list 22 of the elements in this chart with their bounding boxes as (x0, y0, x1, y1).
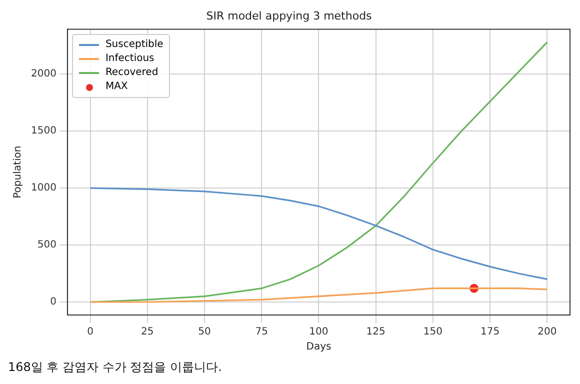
x-tick-label: 50 (198, 326, 211, 338)
legend-label: Susceptible (105, 38, 164, 52)
y-tick-label: 2000 (30, 68, 56, 80)
legend-label: Infectious (105, 52, 154, 66)
x-tick-label: 175 (480, 326, 500, 338)
y-tick-label: 0 (50, 296, 56, 308)
x-tick-label: 0 (87, 326, 94, 338)
y-tick-label: 1000 (30, 182, 56, 194)
x-tick-label: 150 (423, 326, 442, 338)
chart-title: SIR model appying 3 methods (206, 9, 372, 22)
text: 168일 후 감염자 수가 정점을 이룹니다. (8, 359, 223, 376)
y-tick-label: 500 (37, 240, 56, 251)
y-axis-title: Population (12, 146, 24, 198)
legend-label: Recovered (105, 66, 158, 80)
x-tick-label: 200 (538, 326, 557, 338)
x-tick-label: 75 (255, 326, 268, 338)
x-tick-label: 25 (141, 326, 154, 338)
x-axis-title: Days (306, 342, 332, 353)
x-tick-label: 100 (309, 326, 328, 338)
x-tick-label: 125 (366, 326, 386, 338)
y-tick-label: 1500 (30, 126, 56, 137)
legend-label: MAX (105, 80, 128, 94)
